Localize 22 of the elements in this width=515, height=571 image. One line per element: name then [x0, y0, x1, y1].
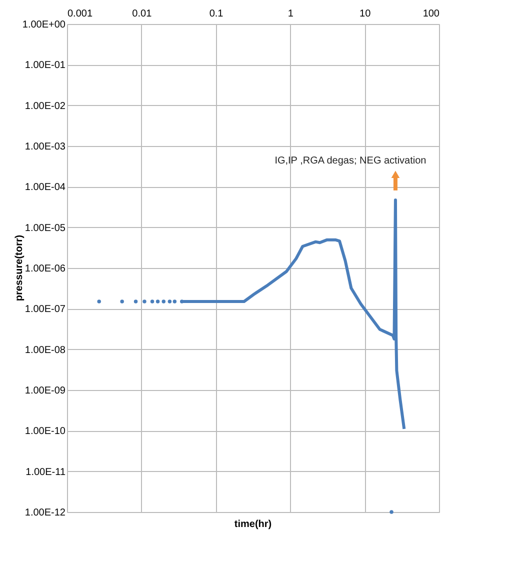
y-tick-label: 1.00E+00	[22, 20, 66, 30]
y-tick-label: 1.00E-12	[24, 508, 66, 518]
x-tick-label: 10	[360, 8, 372, 20]
annotation: IG,IP ,RGA degas; NEG activation	[274, 155, 426, 166]
y-tick-label: 1.00E-03	[24, 142, 66, 152]
x-tick-label: 0.1	[209, 8, 224, 20]
x-tick-label: 0.001	[68, 8, 93, 20]
y-tick-label: 1.00E-11	[26, 466, 66, 478]
x-axis-title: time(hr)	[234, 519, 272, 530]
y-tick-label: 1.00E-05	[24, 222, 66, 234]
y-tick-label: 1.00E-08	[24, 344, 66, 356]
x-tick-label: 0.01	[132, 8, 152, 20]
x-tick-label: 100	[422, 8, 440, 20]
y-tick-label: 1.00E-10	[24, 426, 66, 438]
x-tick-label: 1	[288, 8, 294, 20]
y-tick-label: 1.00E-07	[24, 304, 66, 316]
y-axis-title: pressure(torr)	[14, 234, 25, 302]
y-tick-label: 1.00E-04	[24, 182, 66, 194]
y-tick-label: 1.00E-09	[24, 386, 66, 396]
y-tick-label: 1.00E-01	[24, 60, 66, 72]
y-tick-label: 1.00E-06	[24, 264, 66, 274]
y-tick-label: 1.00E-02	[24, 100, 66, 112]
